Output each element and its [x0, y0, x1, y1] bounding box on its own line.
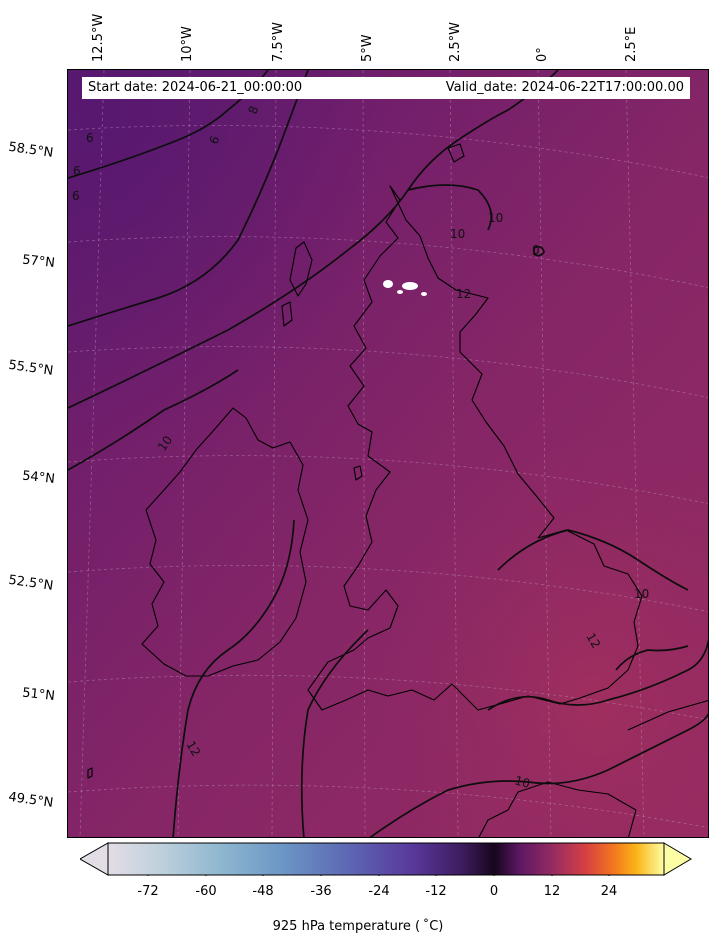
contour-label-12-a: 12 — [456, 287, 471, 301]
lon-label-10w: 10°W — [180, 26, 195, 62]
contour-label-12-c: 12 — [183, 739, 203, 759]
contour-label-6-a: 6 — [86, 131, 94, 145]
lat-label-57n: 57°N — [21, 252, 56, 271]
contour-label-10-e: 10 — [513, 773, 531, 790]
missing-data-blob-3 — [397, 290, 403, 294]
colorbar-outline — [107, 842, 665, 876]
lat-label-55.5n: 55.5°N — [7, 357, 55, 379]
map-panel[interactable]: 6 6 6 6 8 10 10 10 10 10 12 12 12 10 0 1… — [67, 69, 709, 838]
colorbar-tick-neg24: -24 — [368, 884, 390, 899]
colorbar — [80, 842, 692, 876]
colorbar-tick-neg60: -60 — [195, 884, 217, 899]
contour-10-north — [68, 70, 559, 409]
lat-label-54n: 54°N — [21, 468, 56, 487]
lat-label-58.5n: 58.5°N — [7, 139, 55, 161]
colorbar-extend-low — [80, 842, 109, 876]
lat-label-49.5n: 49.5°N — [7, 789, 55, 811]
contour-12-southeast — [497, 529, 689, 591]
contour-8 — [68, 70, 309, 327]
coastline-scilly — [87, 767, 93, 779]
contour-label-6-b: 6 — [73, 164, 81, 178]
colorbar-tick-neg12: -12 — [425, 884, 447, 899]
contour-label-10-b: 10 — [450, 227, 465, 241]
valid-date-label: Valid_date: 2024-06-22T17:00:00.00 — [422, 77, 690, 99]
contour-10-south — [369, 712, 708, 837]
contour-label-6-d: 6 — [207, 134, 223, 146]
colorbar-tick-neg48: -48 — [252, 884, 274, 899]
lon-label-2.5e: 2.5°E — [624, 26, 639, 62]
colorbar-tick-neg36: -36 — [310, 884, 332, 899]
lon-label-7.5w: 7.5°W — [271, 21, 286, 62]
coastline-france — [478, 699, 708, 837]
graticule — [68, 70, 708, 837]
colorbar-tick-12: 12 — [543, 884, 561, 899]
coastline-hebrides-south — [281, 301, 293, 327]
missing-data-blob-1 — [402, 282, 418, 290]
contour-10-east — [615, 645, 689, 671]
coastline-hebrides — [289, 241, 313, 297]
start-date-label: Start date: 2024-06-21_00:00:00 — [82, 77, 434, 99]
contour-12-east — [300, 629, 369, 837]
contour-label-0: 0 — [532, 243, 540, 257]
colorbar-tick-24: 24 — [600, 884, 618, 899]
contour-label-12-b: 12 — [583, 631, 603, 651]
temperature-map: 6 6 6 6 8 10 10 10 10 10 12 12 12 10 0 1… — [68, 70, 708, 837]
missing-data — [383, 280, 427, 296]
contour-10-scotland — [407, 184, 493, 231]
coastline-isle-of-man — [353, 465, 363, 481]
missing-data-blob-4 — [421, 292, 427, 296]
contour-12-west — [172, 519, 295, 837]
colorbar-tick-0: 0 — [489, 884, 499, 899]
coastline-great-britain — [307, 185, 643, 711]
contour-12-channel — [487, 638, 708, 711]
coastlines — [87, 143, 708, 837]
contour-label-10-a: 10 — [488, 211, 503, 225]
coastline-ireland — [141, 407, 309, 677]
contour-label-8: 8 — [246, 104, 262, 116]
colorbar-tick-marks — [147, 875, 610, 876]
lon-label-0: 0° — [535, 47, 550, 62]
cold-region — [68, 70, 708, 837]
coastline-orkney — [447, 143, 465, 163]
lat-label-51n: 51°N — [21, 685, 56, 704]
lon-label-5w: 5°W — [360, 34, 375, 62]
lat-label-52.5n: 52.5°N — [7, 572, 55, 594]
colorbar-extend-high — [663, 842, 692, 876]
lon-label-12.5w: 12.5°W — [91, 13, 106, 62]
contour-0-loop — [533, 245, 545, 257]
colorbar-gradient — [108, 843, 664, 875]
contour-label-10-d: 10 — [634, 587, 649, 601]
colorbar-tick-neg72: -72 — [137, 884, 159, 899]
contour-label-6-c: 6 — [72, 189, 80, 203]
contour-10-west — [68, 369, 239, 471]
colorbar-label: 925 hPa temperature ( ˚C) — [272, 919, 444, 934]
lon-label-2.5w: 2.5°W — [448, 21, 463, 62]
missing-data-blob-2 — [383, 280, 393, 288]
